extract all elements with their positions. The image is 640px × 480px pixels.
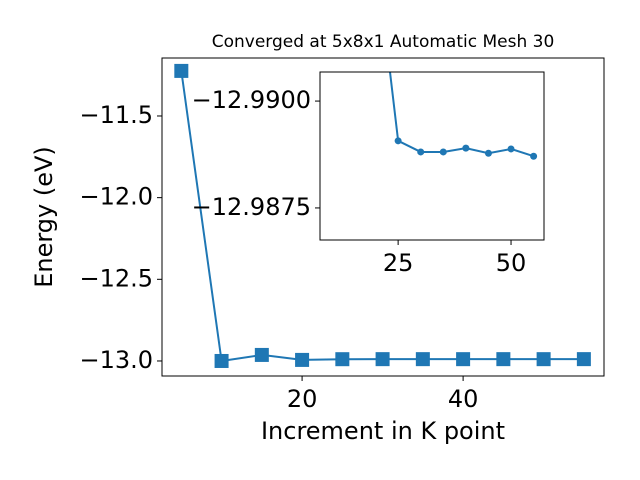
marker bbox=[335, 352, 350, 367]
x-tick-label: 20 bbox=[287, 385, 318, 413]
series-group bbox=[388, 72, 538, 160]
series-group bbox=[174, 63, 591, 368]
y-tick-label: −11.5 bbox=[79, 101, 153, 129]
y-tick-label: −12.0 bbox=[79, 183, 153, 211]
axes-frame bbox=[319, 71, 545, 241]
marker bbox=[536, 352, 551, 367]
marker bbox=[375, 352, 390, 367]
y-tick-label: −12.5 bbox=[79, 264, 153, 292]
y-axis-label: Energy (eV) bbox=[30, 146, 58, 288]
chart-title: Converged at 5x8x1 Automatic Mesh 30 bbox=[212, 32, 555, 52]
marker bbox=[174, 63, 189, 78]
marker bbox=[415, 352, 430, 367]
y-tick-label: −13.0 bbox=[79, 346, 153, 374]
y-tick-label: −12.9900 bbox=[192, 86, 311, 114]
marker bbox=[439, 148, 447, 156]
marker bbox=[394, 137, 402, 145]
marker bbox=[484, 149, 492, 157]
marker bbox=[576, 352, 591, 367]
marker bbox=[456, 352, 471, 367]
x-axis-label: Increment in K point bbox=[261, 417, 505, 445]
marker bbox=[254, 347, 269, 362]
marker bbox=[507, 145, 515, 153]
axes-frame bbox=[161, 57, 605, 377]
y-tick-label: −12.9875 bbox=[192, 193, 311, 221]
marker bbox=[462, 144, 470, 152]
x-tick-label: 25 bbox=[383, 249, 414, 277]
marker bbox=[214, 353, 229, 368]
marker bbox=[417, 148, 425, 156]
marker bbox=[496, 352, 511, 367]
x-tick-label: 40 bbox=[448, 385, 479, 413]
x-tick-label: 50 bbox=[496, 249, 527, 277]
series-line bbox=[388, 72, 534, 158]
marker bbox=[295, 352, 310, 367]
plot-area bbox=[320, 72, 544, 240]
marker bbox=[530, 152, 538, 160]
